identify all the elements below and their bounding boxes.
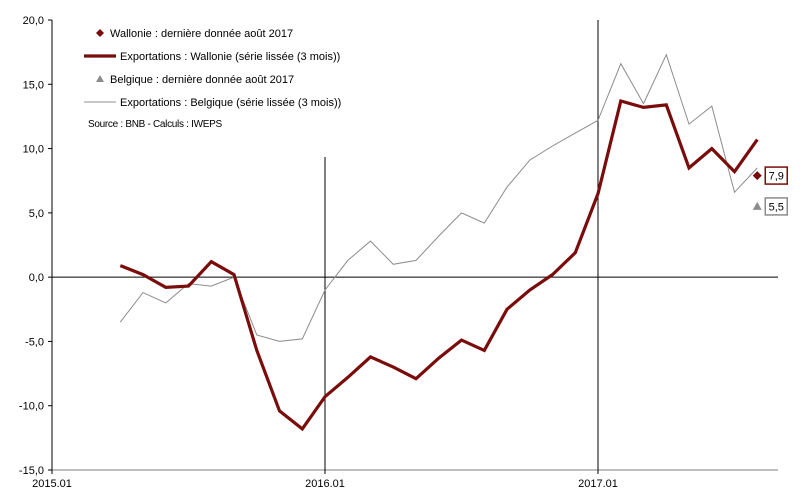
- end-points: 7,9 5,5: [752, 166, 788, 216]
- y-tick-label: 15,0: [23, 79, 44, 91]
- legend-label: Exportations : Belgique (série lissée (3…: [120, 97, 341, 109]
- legend-label: Belgique : dernière donnée août 2017: [110, 74, 294, 86]
- legend: Wallonie : dernière donnée août 2017 Expo…: [84, 28, 341, 130]
- legend-label: Wallonie : dernière donnée août 2017: [110, 28, 293, 40]
- y-tick-label: -15,0: [19, 465, 44, 477]
- y-tick-label: 20,0: [23, 15, 44, 27]
- y-tick-label: 0,0: [29, 272, 44, 284]
- wallonie-endpoint-marker: [752, 171, 762, 181]
- endpoint-label-box: [764, 197, 788, 216]
- belgique-endpoint-marker: [752, 201, 762, 210]
- legend-label: Exportations : Wallonie (série lissée (3…: [120, 51, 340, 63]
- endpoint-label-box: [764, 166, 788, 185]
- endpoint-label: 5,5: [769, 201, 784, 213]
- x-tick-label: 2017.01: [578, 478, 618, 490]
- y-tick-label: -10,0: [19, 401, 44, 413]
- y-tick-label: -5,0: [25, 336, 44, 348]
- y-tick-label: 10,0: [23, 144, 44, 156]
- legend-diamond-symbol: [96, 29, 104, 37]
- vertical-markers: [324, 20, 599, 470]
- x-tick-label: 2015.01: [32, 478, 72, 490]
- axes: -15,0 -10,0 -5,0 0,0 5,0 10,0 15,0 20,0 2015.01 2…: [19, 15, 778, 490]
- endpoint-label: 7,9: [769, 171, 784, 183]
- series-belgique-line: [119, 53, 758, 342]
- x-tick-label: 2016.01: [305, 478, 345, 490]
- source-note: Source : BNB - Calculs : IWEPS: [88, 119, 222, 130]
- series-wallonie-line: [119, 99, 759, 432]
- y-tick-label: 5,0: [29, 208, 44, 220]
- legend-triangle-symbol: [96, 75, 104, 82]
- series-layer: [119, 53, 759, 432]
